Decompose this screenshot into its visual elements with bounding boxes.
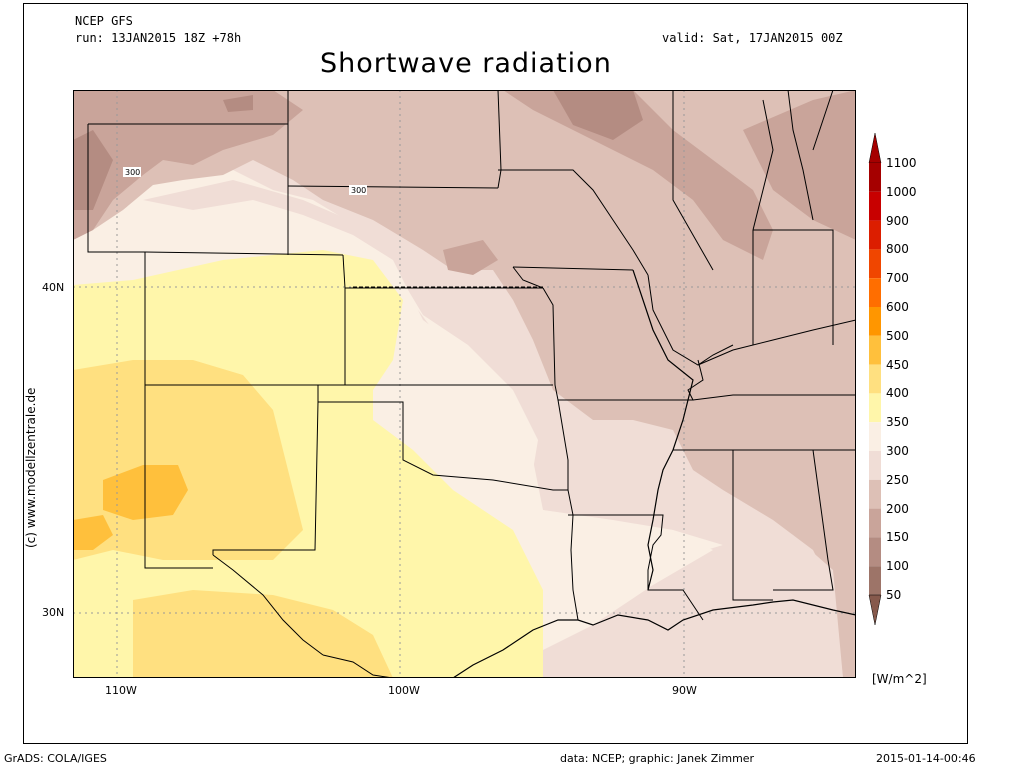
colorbar-swatch xyxy=(869,479,881,509)
lon-label-90w: 90W xyxy=(672,684,697,697)
colorbar-arrow-top xyxy=(868,133,882,164)
colorbar-swatch xyxy=(869,393,881,423)
band-200-ne xyxy=(503,90,773,260)
colorbar-level-label: 250 xyxy=(886,472,909,487)
band-300-mid xyxy=(143,180,843,678)
colorbar-swatch xyxy=(869,364,881,394)
map-title: Shortwave radiation xyxy=(320,48,612,79)
colorbar-swatch xyxy=(869,335,881,365)
colorbar-level-label: 350 xyxy=(886,415,909,430)
colorbar-level-label: 400 xyxy=(886,386,909,401)
contour-label-1: 300 xyxy=(125,168,140,177)
colorbar-swatch xyxy=(869,191,881,221)
band-350-plains xyxy=(153,205,713,678)
band-400 xyxy=(73,250,543,678)
colorbar-level-label: 1000 xyxy=(886,184,917,199)
run-label: run: 13JAN2015 18Z +78h xyxy=(75,31,242,45)
colorbar-swatch xyxy=(869,307,881,336)
colorbar-level-label: 900 xyxy=(886,213,909,228)
band-200-lakes xyxy=(743,90,856,240)
colorbar-swatch xyxy=(869,451,881,480)
colorbar-swatch xyxy=(869,537,881,567)
colorbar-swatch xyxy=(869,508,881,538)
lat-label-30n: 30N xyxy=(42,606,65,619)
colorbar-level-label: 600 xyxy=(886,300,909,314)
colorbar-level-label: 50 xyxy=(886,588,902,602)
colorbar-swatch xyxy=(869,422,881,451)
lon-label-100w: 100W xyxy=(388,684,420,697)
colorbar-swatch xyxy=(869,163,881,192)
colorbar-level-label: 150 xyxy=(886,530,909,545)
colorbar-level-label: 450 xyxy=(886,357,909,372)
colorbar-unit: [W/m^2] xyxy=(872,672,927,686)
radiation-map: 300 300 xyxy=(73,90,856,678)
colorbar-swatch xyxy=(869,566,881,595)
lon-label-110w: 110W xyxy=(105,684,137,697)
footer-right: 2015-01-14-00:46 xyxy=(876,752,976,765)
valid-label: valid: Sat, 17JAN2015 00Z xyxy=(662,31,843,45)
colorbar-level-label: 700 xyxy=(886,271,909,286)
colorbar-level-label: 500 xyxy=(886,328,909,343)
colorbar-level-label: 200 xyxy=(886,501,909,516)
colorbar-swatch xyxy=(869,278,881,307)
map-border xyxy=(73,90,856,678)
footer-left: GrADS: COLA/IGES xyxy=(4,752,107,765)
colorbar-level-label: 100 xyxy=(886,559,909,574)
band-150-idaho xyxy=(73,130,113,210)
colorbar-swatch xyxy=(869,220,881,250)
plot-frame xyxy=(23,3,968,744)
footer-center: data: NCEP; graphic: Janek Zimmer xyxy=(560,752,755,765)
band-150-mt xyxy=(223,95,253,112)
band-200-nebraska xyxy=(443,240,498,275)
colorbar-level-label: 300 xyxy=(886,444,909,458)
colorbar-level-label: 800 xyxy=(886,242,909,257)
colorbar-arrow-bottom xyxy=(868,594,882,626)
band-200-nw xyxy=(73,90,303,240)
colorbar xyxy=(868,133,882,626)
lat-label-40n: 40N xyxy=(42,281,65,294)
contour-label-2: 300 xyxy=(351,186,366,195)
model-label: NCEP GFS xyxy=(75,14,133,28)
band-250 xyxy=(73,90,856,678)
band-500-b xyxy=(73,515,113,550)
state-borders xyxy=(87,90,856,678)
contour-labels: 300 300 xyxy=(123,167,367,195)
credit-vertical: (c) www.modellzentrale.de xyxy=(24,387,38,548)
band-150-wi xyxy=(553,90,643,140)
colorbar-swatch xyxy=(869,249,881,279)
colorbar-level-label: 1100 xyxy=(886,156,917,170)
